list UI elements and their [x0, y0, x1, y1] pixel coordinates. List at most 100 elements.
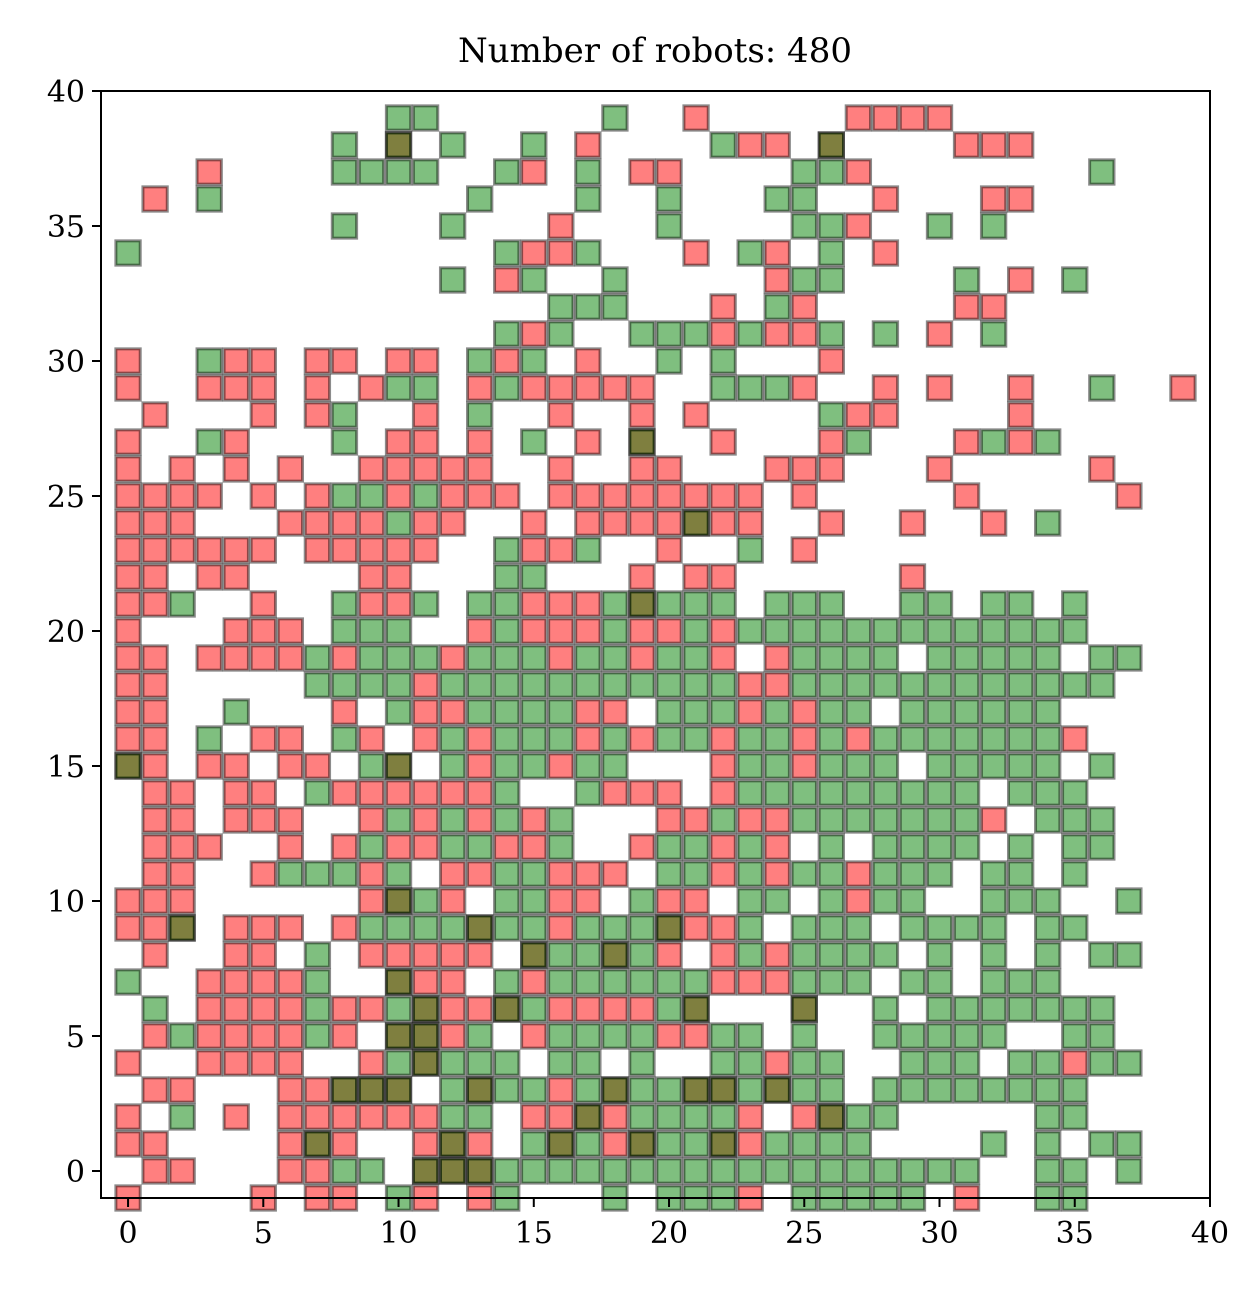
robot-marker [411, 833, 440, 861]
robot-marker [952, 293, 981, 321]
robot-marker [844, 887, 873, 915]
robot-marker [411, 428, 440, 456]
robot-marker [411, 347, 440, 375]
robot-marker [844, 779, 873, 807]
robot-marker [168, 806, 196, 834]
robot-marker [709, 968, 737, 996]
robot-marker [898, 104, 927, 132]
robot-marker [898, 860, 927, 888]
robot-marker [1061, 806, 1089, 834]
robot-marker [493, 590, 521, 618]
robot-marker [628, 644, 656, 672]
robot-marker [790, 1103, 818, 1131]
robot-marker [574, 779, 602, 807]
robot-marker [655, 698, 683, 726]
robot-marker [790, 455, 818, 483]
robot-marker [952, 1022, 981, 1050]
robot-marker [628, 455, 656, 483]
robot-marker [1169, 374, 1197, 402]
robot-marker [141, 590, 169, 618]
robot-marker [655, 914, 683, 942]
robot-marker [655, 941, 683, 969]
robot-marker [736, 806, 764, 834]
robot-marker [952, 914, 981, 942]
robot-marker [979, 1130, 1008, 1158]
robot-marker [1088, 1049, 1116, 1077]
robot-marker [1061, 1157, 1089, 1185]
robot-marker [466, 482, 494, 510]
robot-marker [493, 752, 521, 780]
robot-marker [574, 428, 602, 456]
robot-marker [790, 590, 818, 618]
robot-marker [790, 212, 818, 240]
robot-marker [195, 482, 223, 510]
robot-marker [195, 536, 223, 564]
robot-marker [384, 509, 413, 537]
robot-marker [979, 671, 1008, 699]
robot-marker [141, 1076, 169, 1104]
robot-marker [844, 806, 873, 834]
robot-marker [438, 995, 467, 1023]
y-tick-label: 5 [66, 1020, 85, 1055]
robot-marker [898, 1157, 927, 1185]
robot-marker [682, 887, 710, 915]
robot-marker [925, 590, 954, 618]
robot-marker [1006, 1049, 1035, 1077]
robot-marker [655, 185, 683, 213]
robot-marker [438, 833, 467, 861]
robot-marker [655, 887, 683, 915]
robot-marker [547, 401, 575, 429]
robot-marker [655, 644, 683, 672]
robot-marker [655, 806, 683, 834]
robot-marker [979, 293, 1008, 321]
robot-marker [357, 1103, 386, 1131]
robot-marker [925, 914, 954, 942]
robot-marker [709, 860, 737, 888]
robot-marker [520, 1022, 548, 1050]
robot-marker [925, 941, 954, 969]
robot-marker [411, 509, 440, 537]
robot-marker [736, 914, 764, 942]
robot-marker [952, 617, 981, 645]
robot-marker [384, 1076, 413, 1104]
robot-marker [438, 1157, 467, 1185]
robot-marker [925, 1049, 954, 1077]
robot-marker [384, 1103, 413, 1131]
robot-marker [1006, 266, 1035, 294]
robot-marker [844, 104, 873, 132]
robot-marker [493, 536, 521, 564]
robot-marker [222, 1049, 250, 1077]
robot-marker [547, 887, 575, 915]
robot-marker [438, 1076, 467, 1104]
robot-marker [276, 995, 305, 1023]
robot-marker [952, 266, 981, 294]
robot-marker [628, 158, 656, 186]
robot-marker [466, 347, 494, 375]
robot-marker [925, 212, 954, 240]
robot-marker [628, 1157, 656, 1185]
robot-marker [520, 752, 548, 780]
robot-marker [871, 1103, 900, 1131]
robot-marker [628, 725, 656, 753]
robot-marker [303, 1076, 332, 1104]
robot-marker [384, 158, 413, 186]
robot-marker [844, 428, 873, 456]
robot-marker [844, 644, 873, 672]
robot-marker [790, 806, 818, 834]
robot-marker [249, 941, 277, 969]
robot-marker [114, 239, 142, 267]
robot-marker [520, 617, 548, 645]
robot-marker [763, 590, 791, 618]
robot-marker [384, 428, 413, 456]
robot-marker [817, 617, 845, 645]
robot-marker [979, 131, 1008, 159]
robot-marker [925, 1157, 954, 1185]
robot-marker [655, 968, 683, 996]
robot-marker [141, 644, 169, 672]
robot-marker [438, 806, 467, 834]
robot-marker [925, 671, 954, 699]
robot-marker [682, 914, 710, 942]
robot-marker [1006, 671, 1035, 699]
